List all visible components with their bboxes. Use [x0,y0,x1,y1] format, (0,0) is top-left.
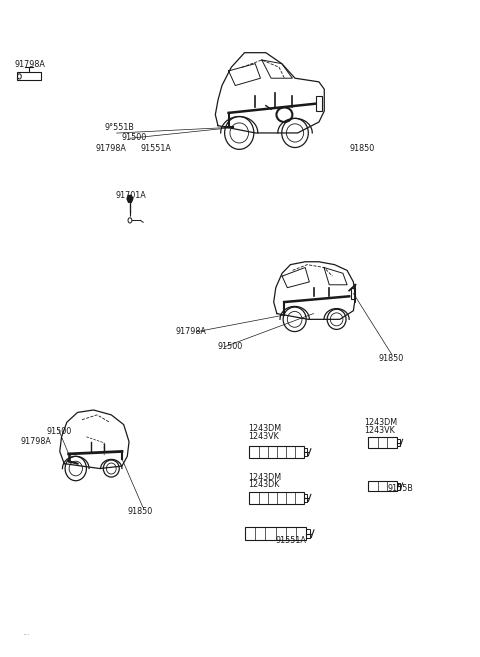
Bar [17,72,41,80]
Text: ...: ... [22,627,29,637]
Bar [304,494,308,502]
Bar [368,481,396,491]
Text: 9155B: 9155B [387,484,413,493]
Text: 9°551B: 9°551B [105,124,135,133]
Bar [250,492,304,504]
Text: 91850: 91850 [349,144,374,152]
Text: 1243DK: 1243DK [249,480,280,489]
Text: 91850: 91850 [379,354,404,363]
Text: 91798A: 91798A [176,327,207,336]
Text: 91500: 91500 [121,133,146,142]
Text: 91850: 91850 [127,507,152,516]
Text: 1243DM: 1243DM [249,424,282,434]
Text: 1243DM: 1243DM [249,472,282,482]
Text: 1243VK: 1243VK [249,432,279,442]
Text: 91798A: 91798A [14,60,46,68]
Text: 1243VK: 1243VK [364,426,395,435]
Text: 91500: 91500 [47,427,72,436]
Text: 91551A: 91551A [140,144,171,152]
Polygon shape [127,196,133,202]
Bar [351,288,356,299]
Bar [396,482,400,490]
Text: 91701A: 91701A [116,191,146,200]
Bar [396,439,400,446]
Bar [245,527,306,540]
Text: 1243DM: 1243DM [364,418,397,427]
Text: 91798A: 91798A [21,438,52,447]
Text: 91798A: 91798A [96,144,127,152]
Text: 91551A: 91551A [275,537,306,545]
Bar [306,529,310,538]
Text: 91500: 91500 [217,342,242,351]
Bar [368,438,396,447]
Bar [316,97,322,111]
Bar [250,446,304,458]
Bar [304,448,308,457]
